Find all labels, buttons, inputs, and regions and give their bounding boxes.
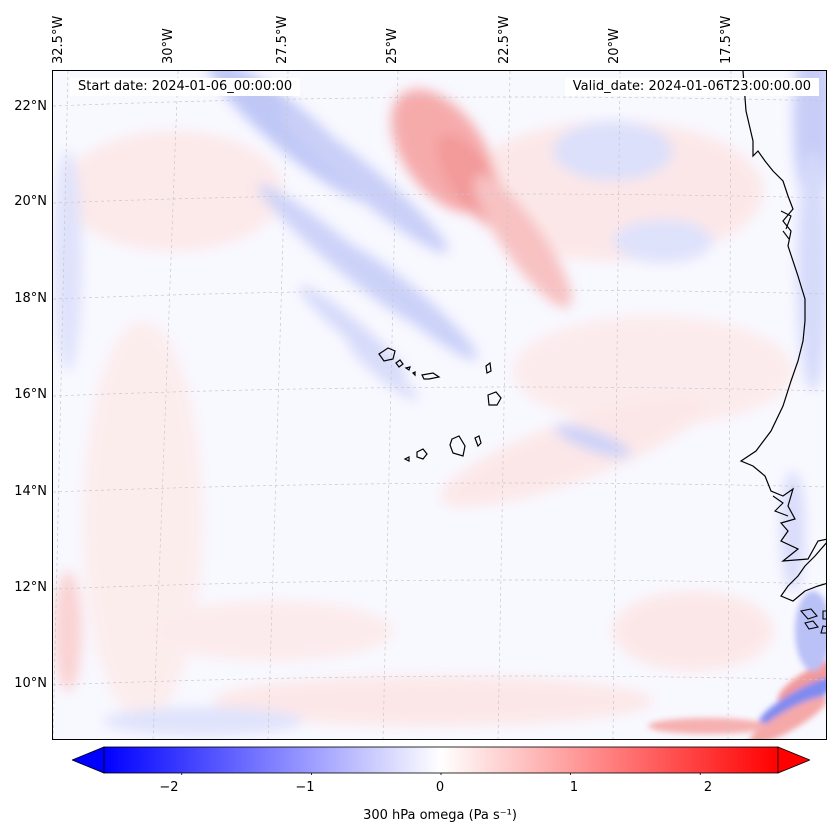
lat-label: 12°N	[14, 580, 47, 595]
lat-label: 10°N	[14, 676, 47, 691]
lon-label: 22.5°W	[497, 15, 512, 64]
colorbar-tick-label: −2	[159, 780, 179, 795]
lat-label: 16°N	[14, 387, 47, 402]
lon-label: 20°W	[607, 28, 622, 64]
coastline-africa	[739, 71, 826, 562]
colorbar-tick-label: 1	[569, 780, 579, 795]
lat-label: 20°N	[14, 194, 47, 209]
lon-label: 25°W	[385, 28, 400, 64]
gridlines	[53, 71, 826, 739]
coastline-bissau-islands	[799, 608, 826, 634]
colorbar-tick-label: 2	[703, 780, 713, 795]
lon-label: 27.5°W	[275, 15, 290, 64]
omega-field	[54, 71, 826, 739]
colorbar-tick-label: −1	[295, 780, 315, 795]
colorbar-extend-max	[777, 746, 810, 774]
colorbar	[72, 746, 810, 775]
coastline-senegal-inlet	[772, 495, 789, 517]
cape-verde-islands	[378, 347, 502, 462]
map-canvas	[53, 71, 826, 739]
lat-label: 14°N	[14, 484, 47, 499]
start-date-label: Start date: 2024-01-06_00:00:00	[70, 78, 301, 96]
valid-date-label: Valid_date: 2024-01-06T23:00:00.00	[564, 78, 819, 96]
coastline-guinea	[780, 542, 826, 602]
lat-label: 22°N	[14, 99, 47, 114]
lon-label: 32.5°W	[51, 15, 66, 64]
colorbar-gradient	[103, 746, 779, 774]
map-panel	[52, 70, 827, 740]
coastline-mauritania-bay	[780, 210, 792, 240]
lat-label: 18°N	[14, 291, 47, 306]
lon-label: 30°W	[161, 28, 176, 64]
colorbar-extend-min	[72, 746, 105, 774]
colorbar-tick-label: 0	[435, 780, 445, 795]
lon-label: 17.5°W	[719, 15, 734, 64]
colorbar-label: 300 hPa omega (Pa s⁻¹)	[363, 808, 517, 823]
